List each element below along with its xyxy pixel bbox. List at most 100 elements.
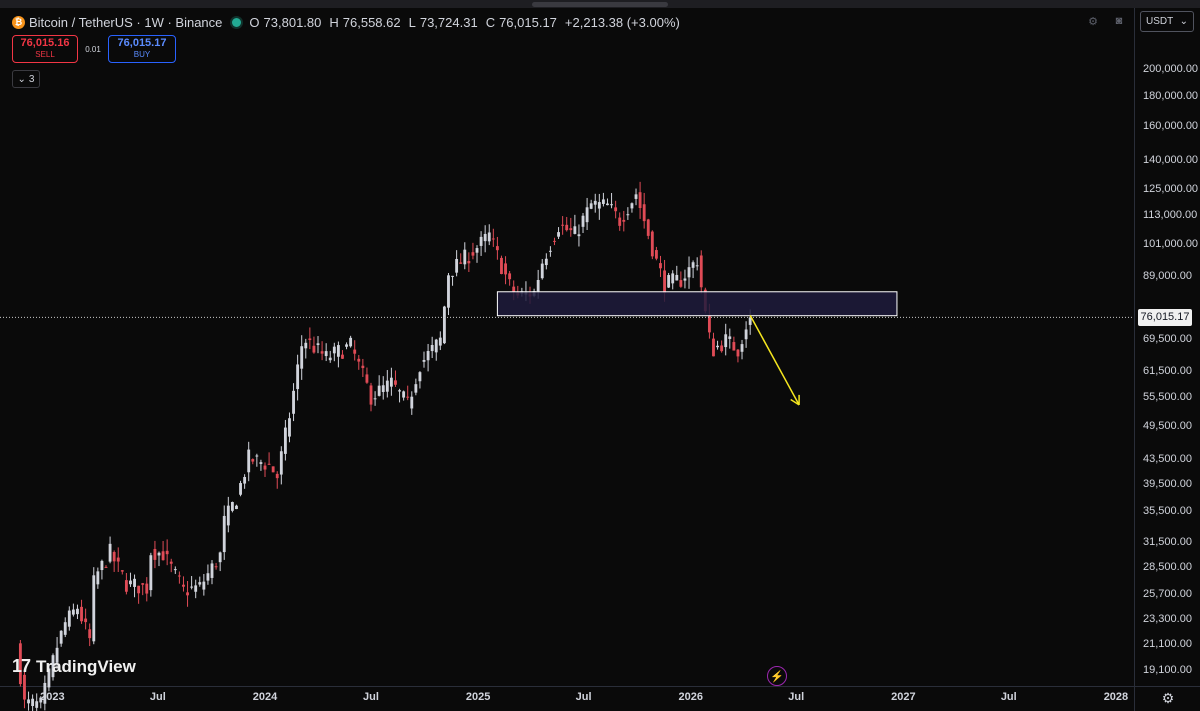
- sell-button[interactable]: 76,015.16 SELL: [12, 35, 78, 63]
- buy-button[interactable]: 76,015.17 BUY: [108, 35, 176, 63]
- candle-body: [483, 233, 487, 242]
- candle-body: [341, 354, 344, 359]
- candle-body: [508, 273, 512, 280]
- candle-body: [553, 240, 556, 242]
- window-top-bar: [0, 0, 1200, 8]
- candle-body: [691, 262, 695, 268]
- candle-body: [112, 552, 116, 562]
- price-tick-label: 113,000.00: [1143, 208, 1198, 221]
- candle-body: [589, 203, 593, 209]
- currency-label: USDT: [1146, 16, 1174, 27]
- candle-body: [92, 575, 96, 642]
- candle-body: [434, 339, 438, 353]
- time-tick-label: 2028: [1103, 691, 1129, 703]
- candle-body: [157, 552, 161, 556]
- candle-body: [108, 543, 112, 562]
- candle-body: [202, 581, 206, 590]
- candle-body: [573, 226, 577, 234]
- candle-body: [47, 668, 51, 688]
- tradingview-watermark[interactable]: 17 TradingView: [12, 656, 136, 677]
- lightning-icon[interactable]: ⚡: [767, 666, 787, 686]
- candle-body: [377, 385, 381, 396]
- candle-body: [577, 234, 581, 237]
- candle-body: [71, 609, 75, 615]
- price-tick-label: 31,500.00: [1143, 535, 1192, 548]
- candle-body: [389, 377, 393, 387]
- price-tick-label: 43,500.00: [1143, 453, 1192, 466]
- candle-body: [565, 224, 569, 231]
- candle-body: [536, 279, 540, 292]
- candle-body: [239, 483, 242, 495]
- candle-body: [712, 338, 715, 357]
- candle-body: [475, 248, 479, 253]
- candle-body: [544, 258, 548, 266]
- high-key: H: [329, 14, 339, 30]
- candle-body: [173, 569, 177, 571]
- time-tick-label: 2026: [678, 691, 703, 703]
- sell-price: 76,015.16: [20, 37, 70, 49]
- price-tick-label: 28,500.00: [1143, 561, 1192, 574]
- candle-body: [561, 224, 565, 226]
- candle-body: [332, 346, 336, 354]
- candle-body: [206, 573, 210, 581]
- gear-icon[interactable]: ⚙: [1088, 15, 1098, 28]
- candle-body: [373, 398, 377, 400]
- candle-body: [385, 380, 389, 392]
- candle-body: [243, 477, 247, 484]
- candle-body: [548, 250, 552, 252]
- candle-body: [720, 345, 724, 352]
- candle-body: [145, 583, 149, 594]
- projection-arrow-head: [790, 398, 800, 406]
- candle-body: [43, 682, 47, 704]
- price-tick-label: 125,000.00: [1143, 183, 1199, 196]
- camera-icon[interactable]: ◙: [1115, 15, 1123, 27]
- candle-body: [84, 618, 88, 623]
- candle-body: [398, 390, 401, 392]
- candle-body: [198, 582, 202, 585]
- candle-body: [471, 252, 475, 256]
- candle-body: [251, 459, 255, 462]
- candle-body: [410, 396, 414, 409]
- candle-body: [402, 391, 406, 398]
- price-tick-label: 21,100.00: [1143, 638, 1192, 651]
- candle-body: [414, 384, 418, 393]
- candle-body: [226, 505, 230, 526]
- tradingview-logo-icon: 17: [12, 656, 31, 676]
- buy-label: BUY: [133, 50, 151, 59]
- candle-body: [585, 207, 589, 223]
- candle-body: [467, 261, 471, 264]
- candle-body: [235, 505, 238, 510]
- candle-body: [304, 342, 308, 349]
- candle-body: [308, 338, 312, 341]
- high-value: 76,558.62: [342, 14, 401, 30]
- candle-body: [671, 273, 675, 284]
- symbol-title[interactable]: Bitcoin / TetherUS · 1W · Binance: [29, 14, 223, 30]
- candle-body: [740, 344, 744, 352]
- candle-body: [222, 515, 226, 553]
- candle-body: [210, 563, 214, 578]
- currency-selector[interactable]: USDT ⌄: [1140, 11, 1194, 32]
- indicators-toggle-button[interactable]: ⌄ 3: [12, 70, 40, 88]
- candle-body: [394, 380, 397, 385]
- candle-body: [728, 336, 732, 339]
- price-tick-label: 25,700.00: [1143, 587, 1192, 600]
- candle-body: [336, 345, 340, 357]
- candle-body: [451, 275, 454, 277]
- candle-body: [80, 606, 83, 622]
- drag-handle[interactable]: [532, 2, 668, 7]
- indicators-count: 3: [28, 73, 35, 85]
- candle-body: [279, 451, 283, 475]
- close-value: 76,015.17: [499, 14, 557, 30]
- candle-body: [707, 315, 711, 333]
- candle-body: [642, 204, 646, 222]
- candle-body: [292, 390, 295, 414]
- candle-body: [312, 345, 316, 353]
- candle-body: [23, 674, 26, 700]
- price-tick-label: 19,100.00: [1143, 663, 1192, 676]
- candle-body: [328, 357, 332, 361]
- settings-gear-icon[interactable]: ⚙: [1161, 690, 1175, 706]
- time-tick-label: 2024: [252, 691, 278, 703]
- candle-body: [255, 455, 259, 457]
- candle-body: [699, 255, 703, 288]
